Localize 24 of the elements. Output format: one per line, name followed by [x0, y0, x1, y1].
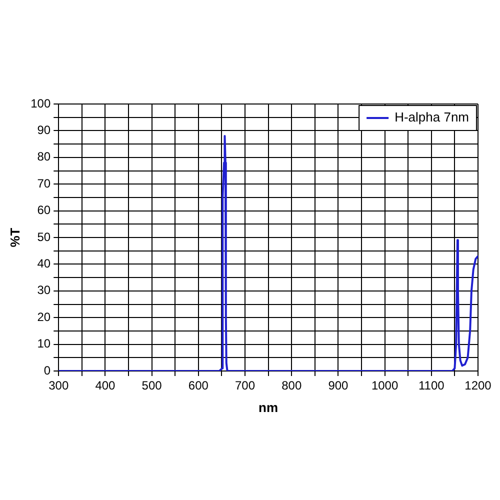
y-tick-label: 10 [37, 336, 51, 351]
x-tick-label: 900 [328, 378, 349, 393]
y-tick-label: 0 [44, 363, 51, 378]
x-axis-title: nm [258, 400, 278, 415]
y-tick-label: 100 [30, 96, 51, 110]
y-tick-label: 70 [37, 176, 51, 190]
y-axis-title: %T [7, 228, 22, 248]
legend-label: H-alpha 7nm [394, 110, 470, 125]
x-tick-label: 300 [48, 378, 69, 393]
x-tick-label: 400 [95, 378, 116, 393]
y-tick-label: 90 [37, 123, 51, 138]
x-tick-label: 1200 [464, 378, 492, 393]
y-tick-label: 20 [37, 310, 51, 324]
y-tick-label: 50 [37, 230, 51, 244]
x-tick-label: 1000 [371, 378, 398, 393]
x-tick-label: 500 [142, 378, 162, 393]
y-tick-label: 40 [37, 256, 51, 271]
y-tick-label: 60 [37, 203, 51, 218]
x-tick-label: 700 [234, 378, 256, 393]
x-tick-label: 800 [282, 378, 302, 393]
x-tick-label: 1100 [418, 378, 445, 393]
y-tick-label: 80 [37, 150, 51, 164]
x-tick-label: 600 [188, 378, 209, 393]
y-tick-label: 30 [37, 283, 51, 298]
